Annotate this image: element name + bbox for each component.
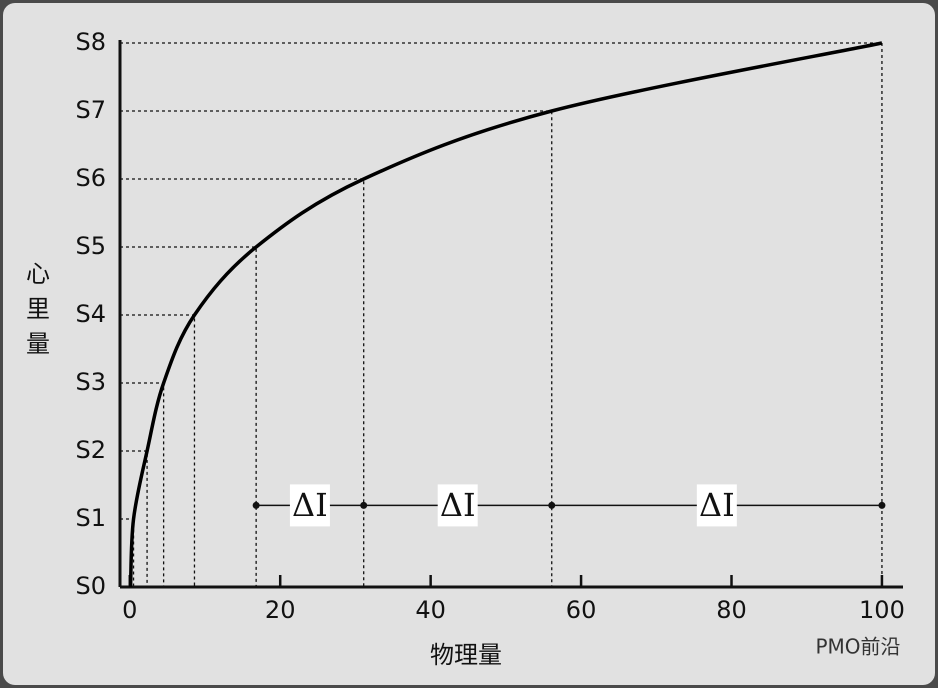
y-axis-label: 心里量 bbox=[26, 260, 50, 358]
guide-line bbox=[120, 42, 883, 587]
delta-label-bg bbox=[696, 484, 737, 527]
x-tick-label: 60 bbox=[566, 596, 597, 624]
y-tick-label: S0 bbox=[75, 572, 106, 600]
y-tick-label: S8 bbox=[75, 28, 106, 56]
delta-point bbox=[548, 501, 556, 509]
delta-point bbox=[878, 501, 886, 509]
watermark: PMO前沿 bbox=[815, 635, 900, 659]
y-tick-label: S1 bbox=[75, 504, 106, 532]
x-tick-label: 20 bbox=[265, 596, 296, 624]
y-axis-label-char: 量 bbox=[26, 330, 50, 358]
delta-label: ΔI bbox=[440, 486, 476, 524]
x-tick-label: 80 bbox=[716, 596, 747, 624]
y-tick-label: S3 bbox=[75, 368, 106, 396]
delta-label-bg bbox=[289, 484, 330, 527]
guide-line bbox=[120, 246, 257, 587]
y-axis-label-char: 里 bbox=[26, 295, 50, 323]
y-axis-label-char: 心 bbox=[26, 260, 50, 288]
delta-label: ΔI bbox=[699, 486, 735, 524]
y-tick-label: S5 bbox=[75, 232, 106, 260]
delta-point bbox=[252, 501, 260, 509]
y-tick-label: S6 bbox=[75, 164, 106, 192]
delta-label-bg bbox=[437, 484, 478, 527]
y-tick-label: S4 bbox=[75, 300, 106, 328]
x-tick-label: 100 bbox=[859, 596, 905, 624]
y-tick-label: S2 bbox=[75, 436, 106, 464]
curve bbox=[128, 41, 883, 588]
delta-label: ΔI bbox=[292, 486, 328, 524]
delta-point bbox=[360, 501, 368, 509]
x-axis-label: 物理量 bbox=[430, 641, 502, 669]
x-tick-label: 0 bbox=[122, 596, 137, 624]
panel bbox=[3, 3, 935, 685]
y-tick-label: S7 bbox=[75, 96, 106, 124]
x-tick-label: 40 bbox=[415, 596, 446, 624]
